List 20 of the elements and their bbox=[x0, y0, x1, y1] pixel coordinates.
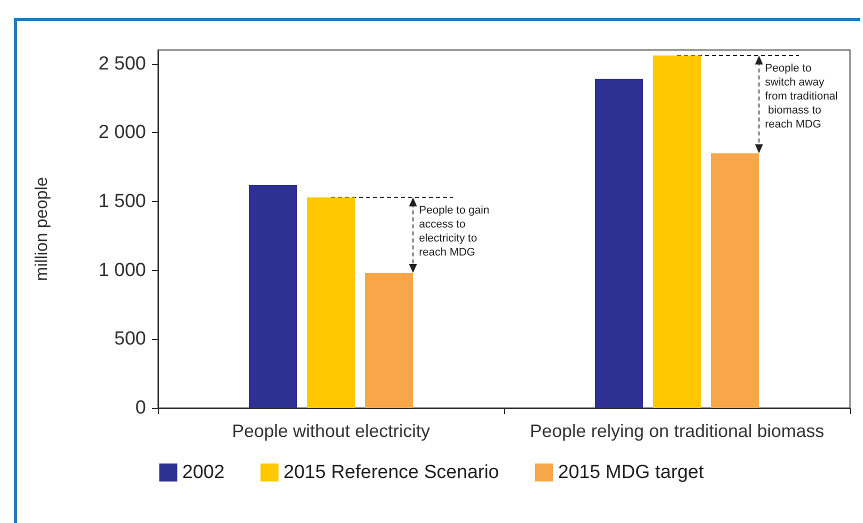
annotation: People to gain access to electricity to reach MDG bbox=[419, 204, 492, 258]
y-tick-label: 2 500 bbox=[98, 53, 146, 74]
legend-label: 2002 bbox=[182, 462, 225, 483]
bar bbox=[653, 56, 701, 408]
y-tick-label: 500 bbox=[114, 328, 146, 350]
bar bbox=[307, 197, 355, 408]
bar bbox=[595, 78, 643, 408]
annotation: People to switch away from traditional biomass to reach MDG bbox=[765, 62, 838, 131]
bar bbox=[249, 184, 297, 408]
bar bbox=[711, 153, 759, 408]
legend-label: 2015 MDG target bbox=[558, 462, 704, 483]
legend-label: 2015 Reference Scenario bbox=[284, 462, 500, 483]
x-tick-label: People without electricity bbox=[232, 421, 430, 441]
y-axis-title: million people bbox=[32, 177, 51, 281]
y-tick-label: 1 500 bbox=[98, 190, 146, 212]
y-tick-label: 1 000 bbox=[98, 260, 146, 281]
y-tick-label: 0 bbox=[135, 398, 146, 418]
x-tick-label: People relying on traditional biomass bbox=[530, 421, 824, 441]
bar bbox=[365, 273, 413, 408]
y-tick-label: 2 000 bbox=[98, 122, 146, 144]
